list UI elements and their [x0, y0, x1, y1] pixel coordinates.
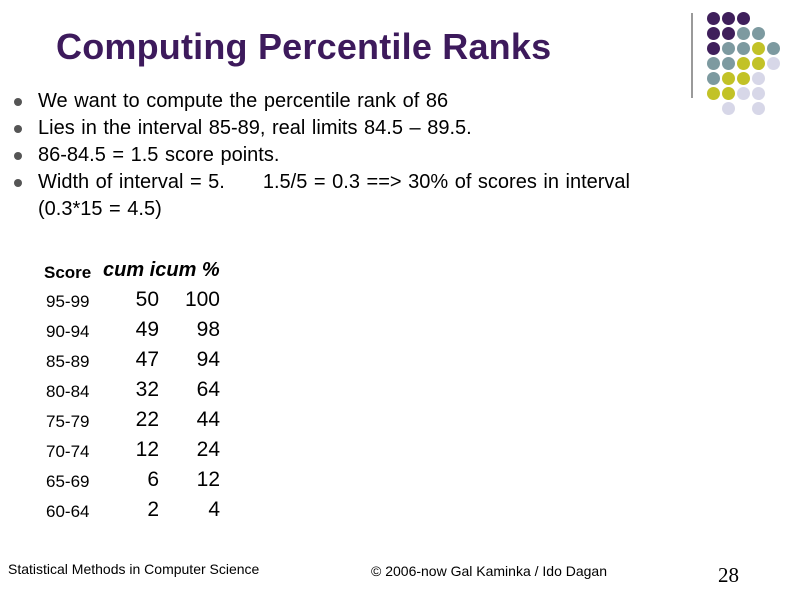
table-header-cum: cum icum %: [103, 259, 220, 281]
bullet-item: Width of interval = 5. 1.5/5 = 0.3 ==> 30…: [14, 169, 778, 223]
bullet-dot-icon: [14, 179, 22, 187]
table-row: 90-94 49 98: [0, 318, 260, 348]
bullet-text: 86-84.5 = 1.5 score points.: [38, 144, 280, 166]
bullet-text: Lies in the interval 85-89, real limits …: [38, 117, 472, 139]
score-cell: 90-94: [46, 322, 90, 341]
bullet-item: We want to compute the percentile rank o…: [14, 88, 778, 115]
dot: [722, 42, 735, 55]
bullet-dot-icon: [14, 152, 22, 160]
dot: [737, 42, 750, 55]
cum-cell: 50: [135, 288, 159, 311]
pct-cell: 44: [196, 408, 220, 431]
score-cell: 70-74: [46, 442, 90, 461]
dot: [752, 72, 765, 85]
table-row: 70-74 12 24: [0, 438, 260, 468]
page-number: 28: [718, 563, 739, 587]
slide-title: Computing Percentile Ranks: [56, 26, 552, 67]
table-row: 85-89 47 94: [0, 348, 260, 378]
dot: [707, 42, 720, 55]
dot: [752, 57, 765, 70]
dot: [767, 57, 780, 70]
table-row: 80-84 32 64: [0, 378, 260, 408]
pct-cell: 100: [184, 288, 220, 311]
cum-cell: 49: [135, 318, 159, 341]
bullet-item: 86-84.5 = 1.5 score points.: [14, 142, 778, 169]
dot: [707, 87, 720, 100]
dot: [737, 12, 750, 25]
pct-cell: 12: [196, 468, 220, 491]
table-header-score: Score: [44, 263, 92, 282]
dot: [752, 27, 765, 40]
dot: [722, 87, 735, 100]
bullet-text-width: Width of interval = 5.: [38, 171, 225, 193]
pct-cell: 64: [196, 378, 220, 401]
pct-cell: 94: [196, 348, 220, 371]
dot: [737, 72, 750, 85]
table-row: 65-69 6 12: [0, 468, 260, 498]
cum-cell: 6: [147, 468, 159, 491]
table-row: 75-79 22 44: [0, 408, 260, 438]
bullet-text-ratio: 1.5/5 = 0.3 ==> 30% of scores in interva…: [262, 171, 630, 193]
dot: [737, 87, 750, 100]
dot: [707, 72, 720, 85]
table-row: 60-64 2 4: [0, 498, 260, 528]
score-cell: 80-84: [46, 382, 90, 401]
bullet-text-calc: (0.3*15 = 4.5): [38, 198, 162, 220]
score-cell: 60-64: [46, 502, 90, 521]
pct-cell: 24: [196, 438, 220, 461]
dot: [722, 12, 735, 25]
dot: [737, 27, 750, 40]
cum-cell: 47: [135, 348, 159, 371]
bullet-dot-icon: [14, 125, 22, 133]
dot: [752, 42, 765, 55]
score-cell: 75-79: [46, 412, 90, 431]
bullet-dot-icon: [14, 98, 22, 106]
footer-course: Statistical Methods in Computer Science: [8, 561, 260, 577]
dot: [722, 57, 735, 70]
cum-cell: 12: [135, 438, 159, 461]
dot: [767, 42, 780, 55]
dot: [737, 57, 750, 70]
score-cell: 95-99: [46, 292, 90, 311]
score-cell: 65-69: [46, 472, 90, 491]
dot: [752, 87, 765, 100]
cum-cell: 22: [135, 408, 159, 431]
bullet-item: Lies in the interval 85-89, real limits …: [14, 115, 778, 142]
title-divider: [691, 13, 693, 98]
dot: [707, 27, 720, 40]
score-cell: 85-89: [46, 352, 90, 371]
dot: [722, 102, 735, 115]
dot: [752, 102, 765, 115]
dot: [722, 27, 735, 40]
cum-cell: 2: [147, 498, 159, 521]
footer-copyright: © 2006-now Gal Kaminka / Ido Dagan: [371, 563, 608, 579]
pct-cell: 4: [208, 498, 220, 521]
bullet-text: We want to compute the percentile rank o…: [38, 90, 449, 112]
pct-cell: 98: [196, 318, 220, 341]
table-row: 95-99 50 100: [0, 288, 260, 318]
cum-cell: 32: [135, 378, 159, 401]
bullet-list: We want to compute the percentile rank o…: [14, 88, 778, 223]
dot: [707, 57, 720, 70]
dot: [722, 72, 735, 85]
dot: [707, 12, 720, 25]
